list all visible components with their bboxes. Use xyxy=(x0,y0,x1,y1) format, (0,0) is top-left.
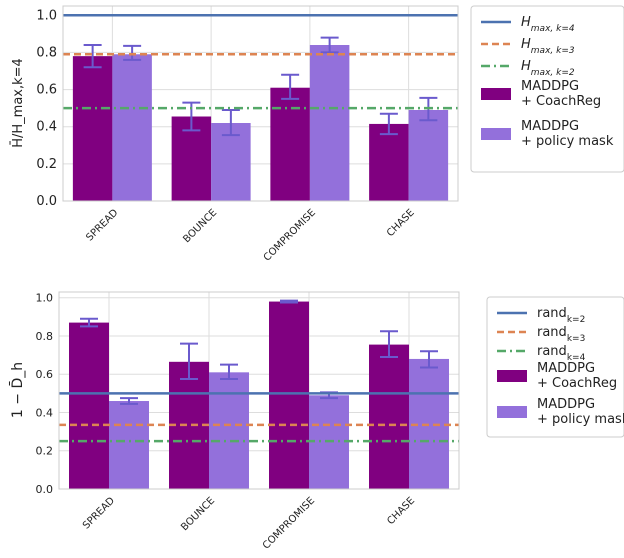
y-tick-label: 0.6 xyxy=(36,83,57,98)
legend-label: MADDPG xyxy=(521,79,579,94)
y-tick-label: 0.8 xyxy=(36,45,57,60)
bar-policy-mask xyxy=(109,401,149,489)
legend-bar-swatch xyxy=(481,128,511,140)
legend-bar-swatch xyxy=(497,370,527,382)
y-tick-label: 0.8 xyxy=(36,330,54,343)
x-tick-label: CHASE xyxy=(385,207,417,239)
legend-label: MADDPG xyxy=(521,119,579,134)
x-tick-label: BOUNCE xyxy=(181,207,219,245)
y-tick-label: 0.0 xyxy=(36,194,57,209)
y-tick-label: 0.4 xyxy=(36,406,54,419)
bar-policy-mask xyxy=(408,110,449,201)
legend-label: + policy mask xyxy=(537,412,624,427)
legend-bar-swatch xyxy=(481,88,511,100)
bar-policy-mask xyxy=(209,372,249,489)
chart-panel-1: 0.0 0.2 0.4 0.6 0.8 1.0 SPREAD BOUNCE COMPROMISE… xyxy=(11,5,624,264)
bar-policy-mask xyxy=(309,45,350,201)
y-axis-label: H̄/H_max,k=4 xyxy=(11,58,26,148)
chart-panel-2: 0.0 0.2 0.4 0.6 0.8 1.0 SPREAD BOUNCE COMPROMISE… xyxy=(8,291,624,552)
legend-label: + policy mask xyxy=(521,134,614,149)
bar-coachreg xyxy=(69,322,109,489)
y-axis-label: 1 − D̄_h xyxy=(8,362,26,418)
bar-policy-mask xyxy=(112,54,152,202)
y-tick-label: 0.4 xyxy=(36,120,57,135)
plot-frame xyxy=(62,5,459,202)
x-tick-label: CHASE xyxy=(385,495,417,527)
legend-label: + CoachReg xyxy=(537,376,617,391)
y-tick-label: 0.6 xyxy=(36,368,54,381)
bar-coachreg xyxy=(369,344,409,489)
legend-label: MADDPG xyxy=(537,361,595,376)
bar-coachreg xyxy=(72,56,113,202)
x-tick-label: COMPROMISE xyxy=(261,495,317,551)
legend-bar-swatch xyxy=(497,406,527,418)
y-tick-label: 0.2 xyxy=(36,157,57,172)
y-tick-label: 1.0 xyxy=(36,292,54,305)
legend-label: MADDPG xyxy=(537,397,595,412)
y-tick-label: 0.2 xyxy=(36,445,54,458)
x-tick-label: SPREAD xyxy=(84,207,120,243)
bar-coachreg xyxy=(369,123,409,201)
x-tick-label: SPREAD xyxy=(81,495,117,531)
plot-frame xyxy=(58,291,460,490)
bar-coachreg xyxy=(270,87,310,201)
legend-label: + CoachReg xyxy=(521,94,601,109)
y-tick-label: 0.0 xyxy=(36,483,54,496)
x-tick-label: BOUNCE xyxy=(179,495,217,533)
bar-coachreg xyxy=(269,301,309,489)
x-tick-label: COMPROMISE xyxy=(262,207,318,263)
y-tick-label: 1.0 xyxy=(36,8,57,23)
